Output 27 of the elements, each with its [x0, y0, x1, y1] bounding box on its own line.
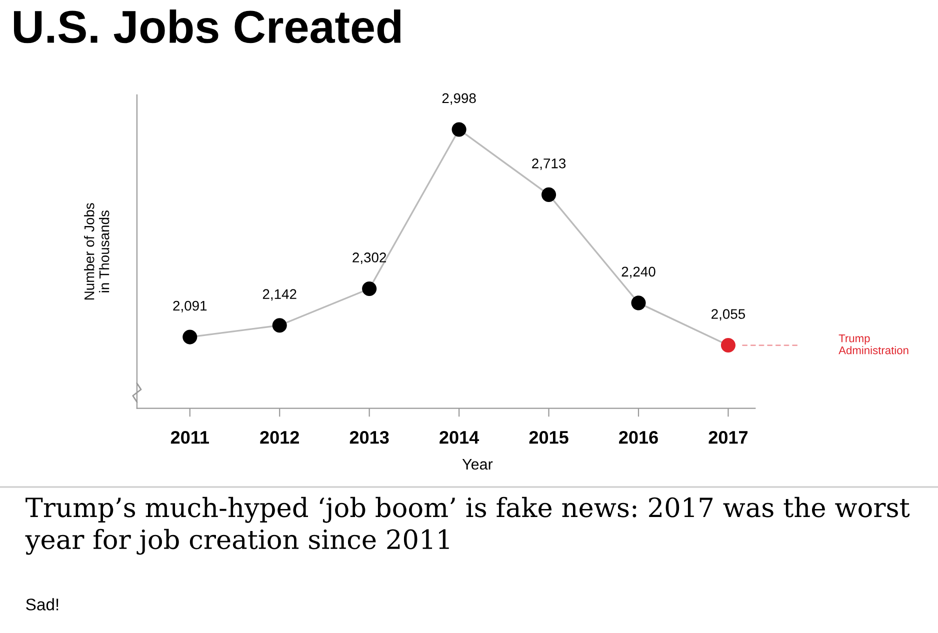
text: Trump’s much-hyped ‘job boom’ is fake news: 2017 was the worst year for job creation since 2011 — [25, 496, 910, 555]
x-tick-label: 2013 — [350, 430, 389, 444]
point — [272, 318, 287, 333]
data-label: 2,240 — [622, 266, 656, 278]
data-label: 2,713 — [532, 158, 566, 170]
x-tick-label: 2015 — [529, 430, 568, 444]
y-axis-title: Number of Jobs in Thousands — [84, 203, 110, 300]
x-tick-label: 2014 — [440, 430, 480, 444]
chart-title: U.S. Jobs Created — [14, 9, 400, 44]
point — [182, 330, 198, 344]
point — [631, 296, 646, 310]
x-tick-label: 2016 — [619, 430, 658, 444]
data-label: 2,142 — [262, 289, 296, 301]
data-label: 2,091 — [173, 300, 207, 312]
x-tick-label: 2012 — [260, 430, 299, 444]
point — [720, 338, 736, 353]
data-label: 2,998 — [442, 93, 476, 105]
x-tick-label: 2017 — [708, 430, 748, 444]
text: Sad! — [26, 598, 58, 610]
text: Trump Administration — [838, 334, 908, 354]
x-tick-label: 2011 — [170, 430, 209, 444]
x-axis-title: Year — [462, 459, 493, 470]
data-label: 2,055 — [712, 309, 746, 321]
point — [362, 281, 377, 296]
point — [541, 187, 556, 202]
point — [452, 122, 466, 137]
data-label: 2,302 — [352, 252, 386, 264]
